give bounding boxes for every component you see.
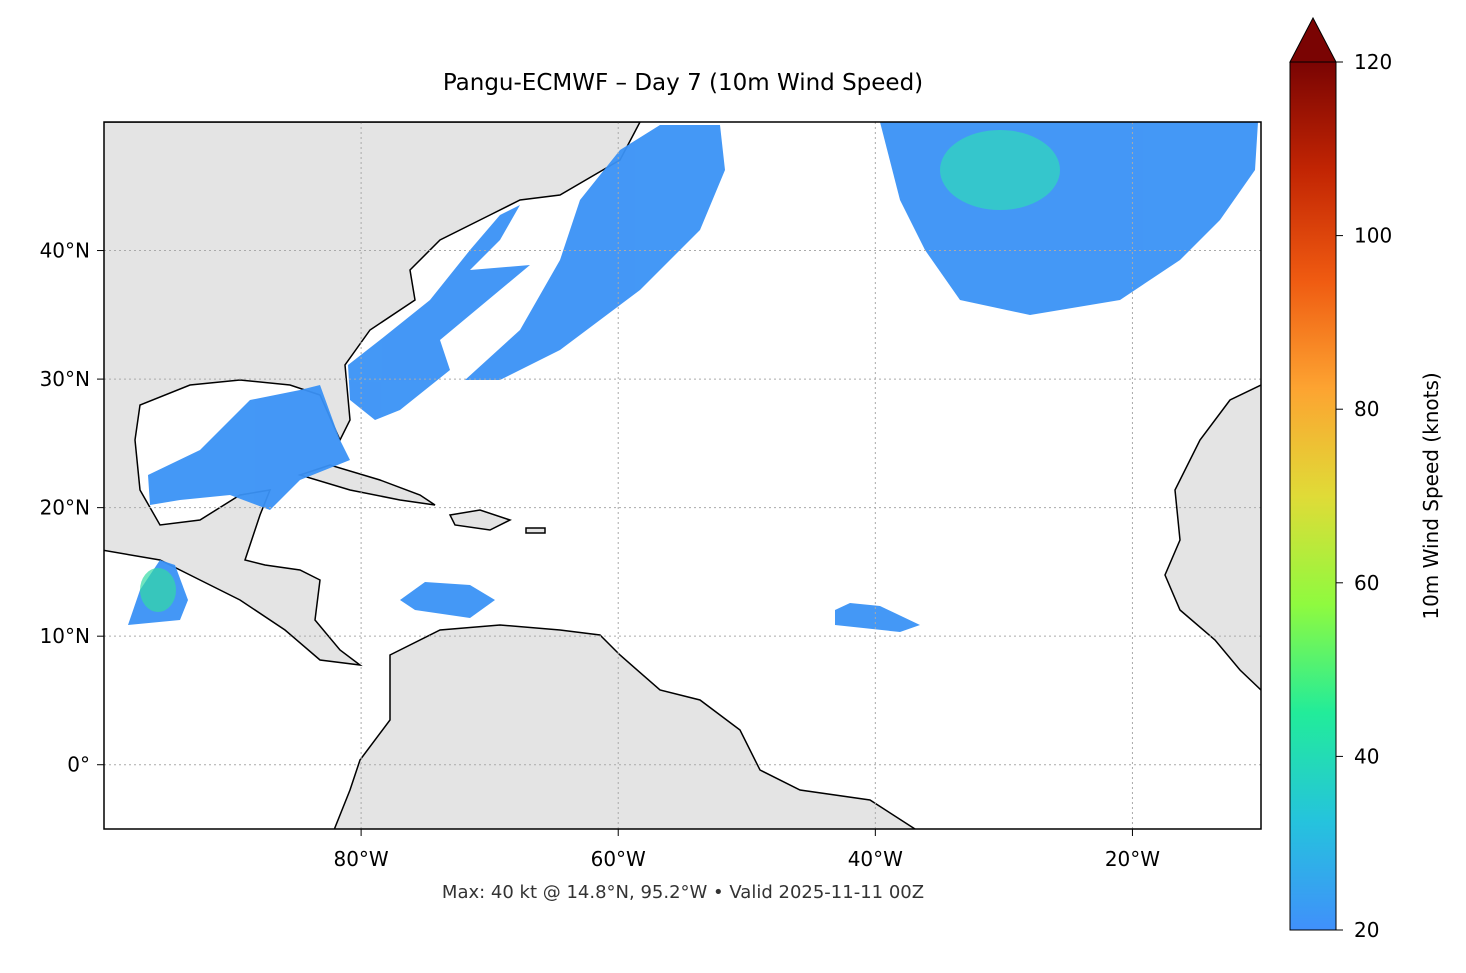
colorbar-tick-label: 120 [1354, 50, 1392, 74]
wind-area [348, 205, 530, 420]
footnote: Max: 40 kt @ 14.8°N, 95.2°W • Valid 2025… [442, 882, 924, 903]
colorbar-extend [1289, 16, 1337, 63]
south-america [333, 624, 916, 829]
y-tick-label: 0° [67, 753, 90, 777]
x-tick-label: 80°W [333, 847, 388, 871]
colorbar-tick-label: 100 [1354, 224, 1392, 248]
colorbar-tick-label: 60 [1354, 571, 1379, 595]
colorbar-tick-label: 80 [1354, 397, 1379, 421]
colorbar [1289, 61, 1337, 931]
wind-core [940, 130, 1060, 210]
y-tick-label: 30°N [40, 367, 90, 391]
x-tick-label: 60°W [591, 847, 646, 871]
wind-area [835, 603, 920, 632]
map-layer [104, 122, 1261, 829]
wind-area [465, 125, 725, 380]
cuba [297, 464, 436, 506]
hispaniola [448, 509, 512, 531]
wind-core [140, 568, 176, 612]
wind-area [400, 582, 495, 618]
y-tick-label: 40°N [40, 239, 90, 263]
north-america [104, 122, 641, 667]
africa [1164, 384, 1261, 691]
y-tick-label: 20°N [40, 496, 90, 520]
wind-area [148, 385, 350, 510]
colorbar-tick-label: 40 [1354, 744, 1379, 768]
y-tick-label: 10°N [40, 624, 90, 648]
puerto-rico [525, 527, 546, 534]
x-tick-label: 40°W [848, 847, 903, 871]
x-tick-label: 20°W [1105, 847, 1160, 871]
map-frame [103, 121, 1262, 830]
chart-title: Pangu-ECMWF – Day 7 (10m Wind Speed) [443, 70, 923, 96]
colorbar-label: 10m Wind Speed (knots) [1419, 372, 1443, 619]
colorbar-tick-label: 20 [1354, 918, 1379, 942]
